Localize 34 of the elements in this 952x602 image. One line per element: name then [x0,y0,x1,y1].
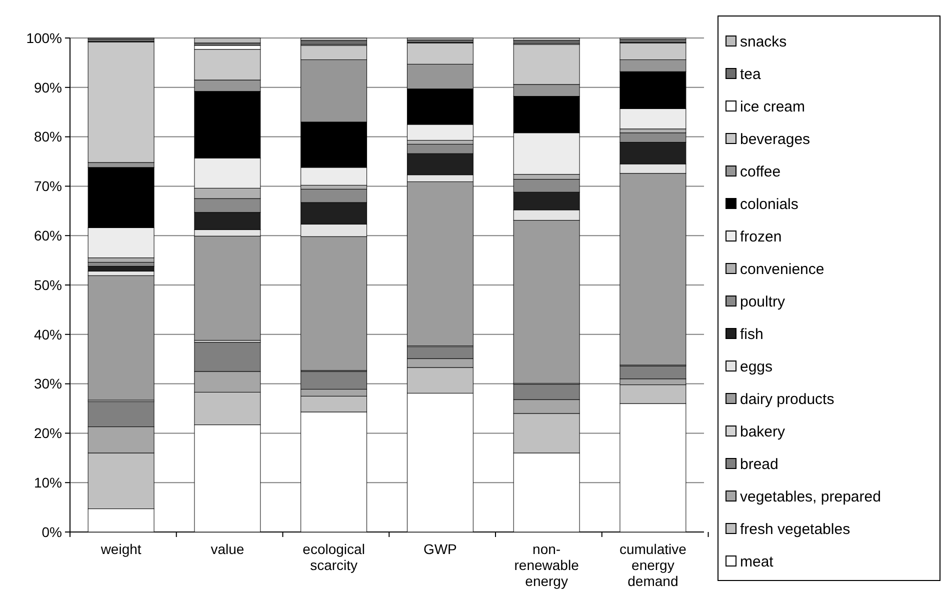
legend-label: eggs [740,358,773,376]
y-tick-label: 0% [42,524,62,540]
x-tick-label: value [210,541,244,557]
legend-label: bakery [740,423,786,440]
y-tick-label: 90% [34,79,62,96]
y-tick-label: 40% [34,326,62,342]
x-tick-label: ecological scarcity [302,541,365,573]
y-tick-label: 60% [34,228,62,244]
legend-label: dairy products [740,390,834,408]
legend-label: frozen [740,228,782,246]
y-tick-label: 50% [34,276,62,293]
y-tick-label: 70% [34,178,62,194]
legend-label: bread [740,456,778,473]
x-tick-label: weight [100,541,142,557]
legend-label: convenience [740,260,824,278]
y-tick-label: 30% [34,376,62,392]
legend-label: snacks [740,33,787,50]
legend-label: coffee [740,163,781,180]
y-tick-label: 20% [34,425,62,442]
legend-label: poultry [740,293,786,310]
legend-label: vegetables, prepared [740,488,881,506]
legend-label: fresh vegetables [740,520,850,538]
legend-label: beverages [740,130,810,148]
y-tick-label: 80% [34,128,62,145]
y-tick-label: 10% [34,474,62,490]
legend-label: fish [740,326,764,343]
y-tick-label: 100% [26,30,62,46]
legend-label: tea [740,66,762,83]
x-tick-label: non-renewable energy [514,541,580,589]
x-tick-label: GWP [423,541,457,557]
legend-label: colonials [740,196,798,213]
legend-label: ice cream [740,98,806,116]
x-tick-label: cumulative energy demand [619,541,687,589]
legend-label: meat [740,553,774,570]
